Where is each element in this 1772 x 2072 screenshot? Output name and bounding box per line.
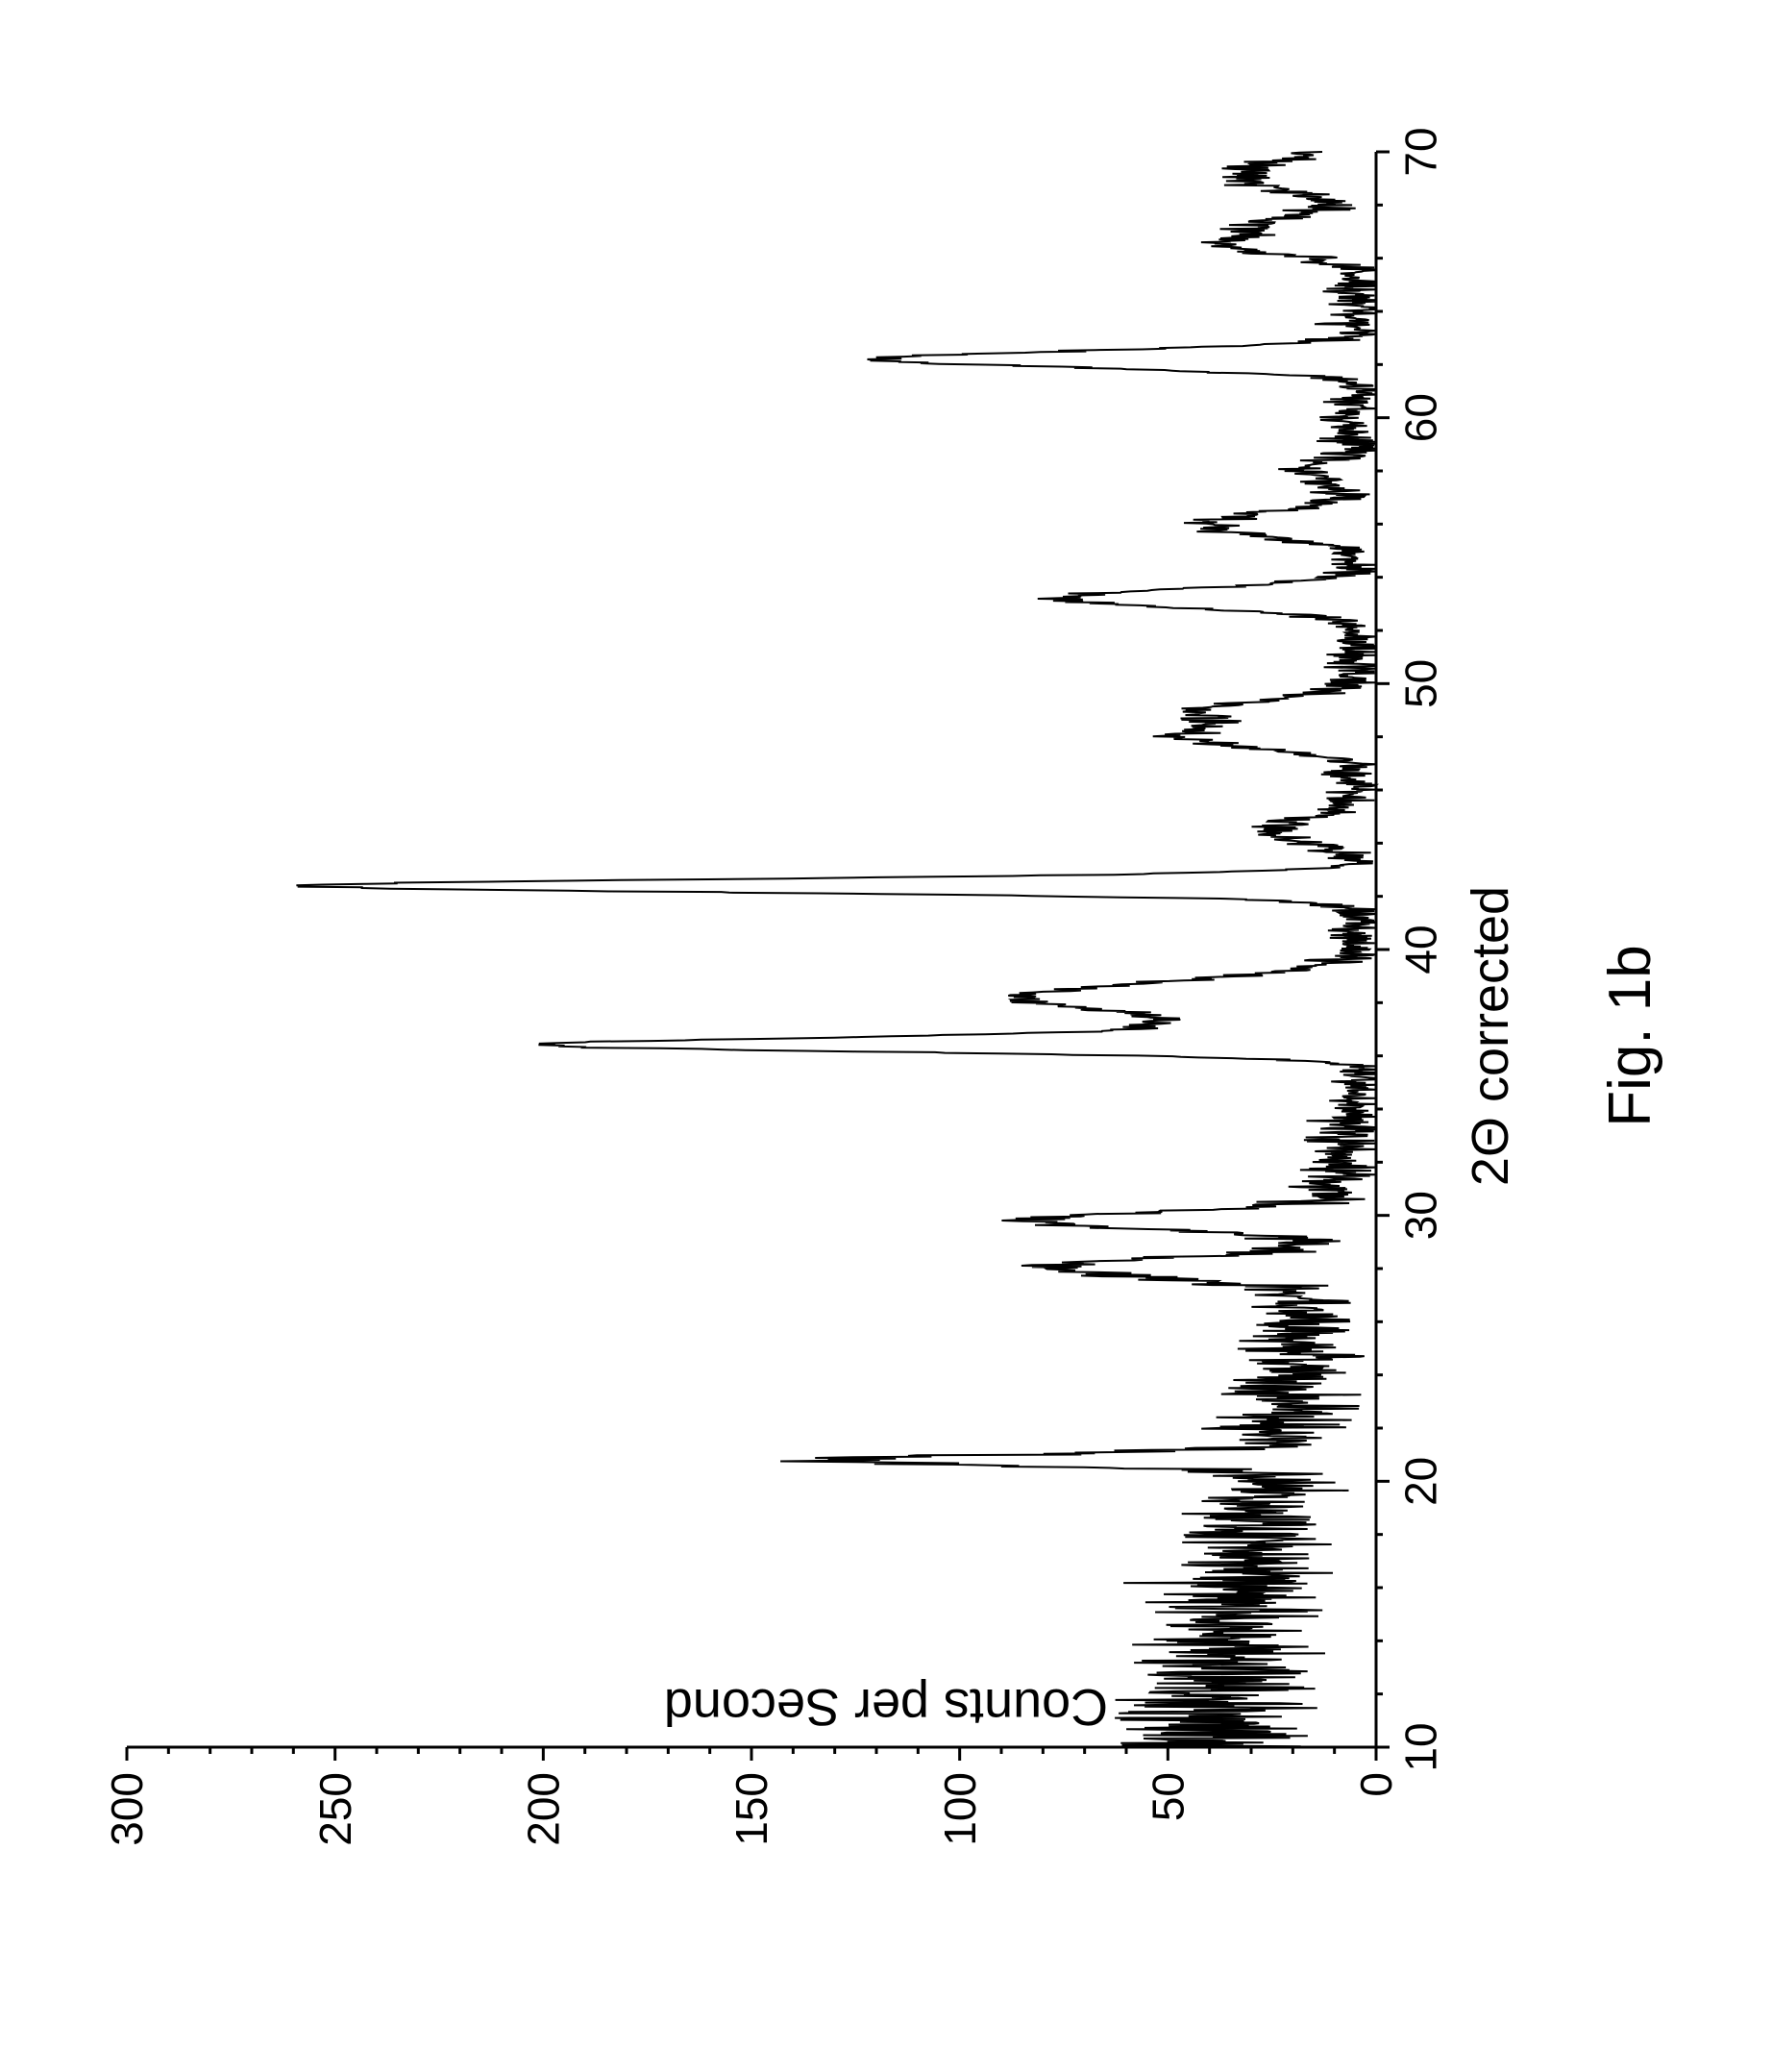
y-axis-label: Counts per Second [664, 1677, 1108, 1737]
y-tick-label: 150 [726, 1772, 776, 1846]
y-tick-label: 250 [310, 1772, 360, 1846]
x-tick-label: 60 [1395, 393, 1445, 442]
y-tick-label: 300 [102, 1772, 152, 1846]
figure-caption: Fig. 1b [1596, 945, 1664, 1127]
x-tick-label: 70 [1395, 127, 1445, 176]
y-tick-label: 200 [518, 1772, 568, 1846]
y-tick-label: 50 [1143, 1772, 1193, 1821]
xrd-chart: 10 20 30 40 50 60 70 0 50 100 150 200 250 300 2Θ corre… [69, 75, 1703, 1997]
x-axis-label: 2Θ corrected [1461, 886, 1520, 1186]
y-tick-label: 0 [1351, 1772, 1401, 1797]
x-tick-label: 40 [1395, 925, 1445, 974]
x-tick-label: 50 [1395, 659, 1445, 708]
y-tick-label: 100 [935, 1772, 985, 1846]
x-tick-label: 10 [1395, 1722, 1445, 1771]
x-tick-label: 30 [1395, 1191, 1445, 1240]
x-tick-label: 20 [1395, 1457, 1445, 1506]
